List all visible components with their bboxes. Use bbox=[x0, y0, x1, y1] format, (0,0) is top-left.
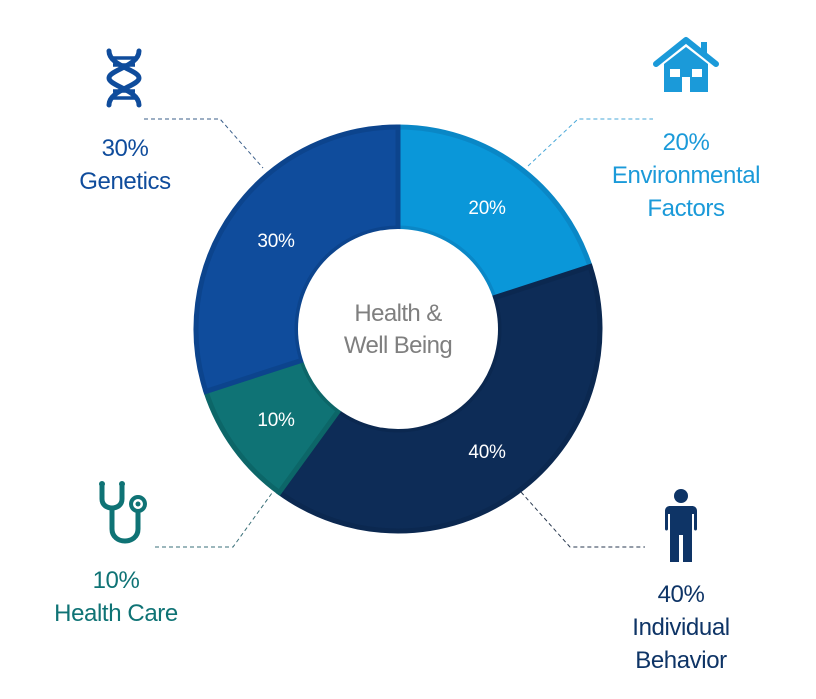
donut-segment-individual-behavior bbox=[275, 263, 603, 534]
callout-environmental-label2: Factors bbox=[647, 195, 725, 222]
callout-environmental: 20% Environmental Factors bbox=[611, 126, 761, 225]
segment-label-environmental: 20% bbox=[468, 198, 506, 219]
house-icon bbox=[653, 37, 719, 92]
donut-segment-environmental-factors bbox=[395, 124, 594, 301]
callout-genetics-percent: 30% bbox=[101, 135, 149, 162]
donut-segments bbox=[193, 124, 603, 534]
callout-environmental-label1: Environmental bbox=[611, 162, 761, 189]
callout-health-care: 10% Health Care bbox=[54, 564, 178, 630]
callout-environmental-percent: 20% bbox=[662, 129, 710, 156]
callout-health-care-label: Health Care bbox=[54, 600, 178, 627]
person-icon bbox=[665, 489, 697, 562]
center-label: Health & Well Being bbox=[343, 298, 453, 362]
stethoscope-icon bbox=[99, 481, 147, 544]
segment-label-individual: 40% bbox=[468, 442, 506, 463]
callout-individual-percent: 40% bbox=[657, 581, 705, 608]
center-label-line2: Well Being bbox=[343, 332, 453, 359]
segment-label-health-care: 10% bbox=[257, 410, 295, 431]
center-label-line1: Health & bbox=[354, 300, 442, 327]
callout-individual-label2: Behavior bbox=[635, 647, 727, 674]
dna-icon bbox=[106, 48, 142, 108]
segment-label-genetics: 30% bbox=[257, 231, 295, 252]
connector-individual bbox=[520, 491, 645, 548]
callout-genetics-label: Genetics bbox=[79, 168, 171, 195]
connector-health-care bbox=[155, 492, 273, 548]
callout-genetics: 30% Genetics bbox=[79, 132, 171, 198]
donut-segment-genetics bbox=[193, 124, 401, 395]
callout-individual: 40% Individual Behavior bbox=[632, 578, 730, 677]
donut-hole bbox=[298, 229, 498, 429]
callout-health-care-percent: 10% bbox=[92, 567, 140, 594]
callout-individual-label1: Individual bbox=[632, 614, 730, 641]
connector-genetics bbox=[144, 118, 264, 169]
connector-environmental bbox=[527, 118, 653, 167]
